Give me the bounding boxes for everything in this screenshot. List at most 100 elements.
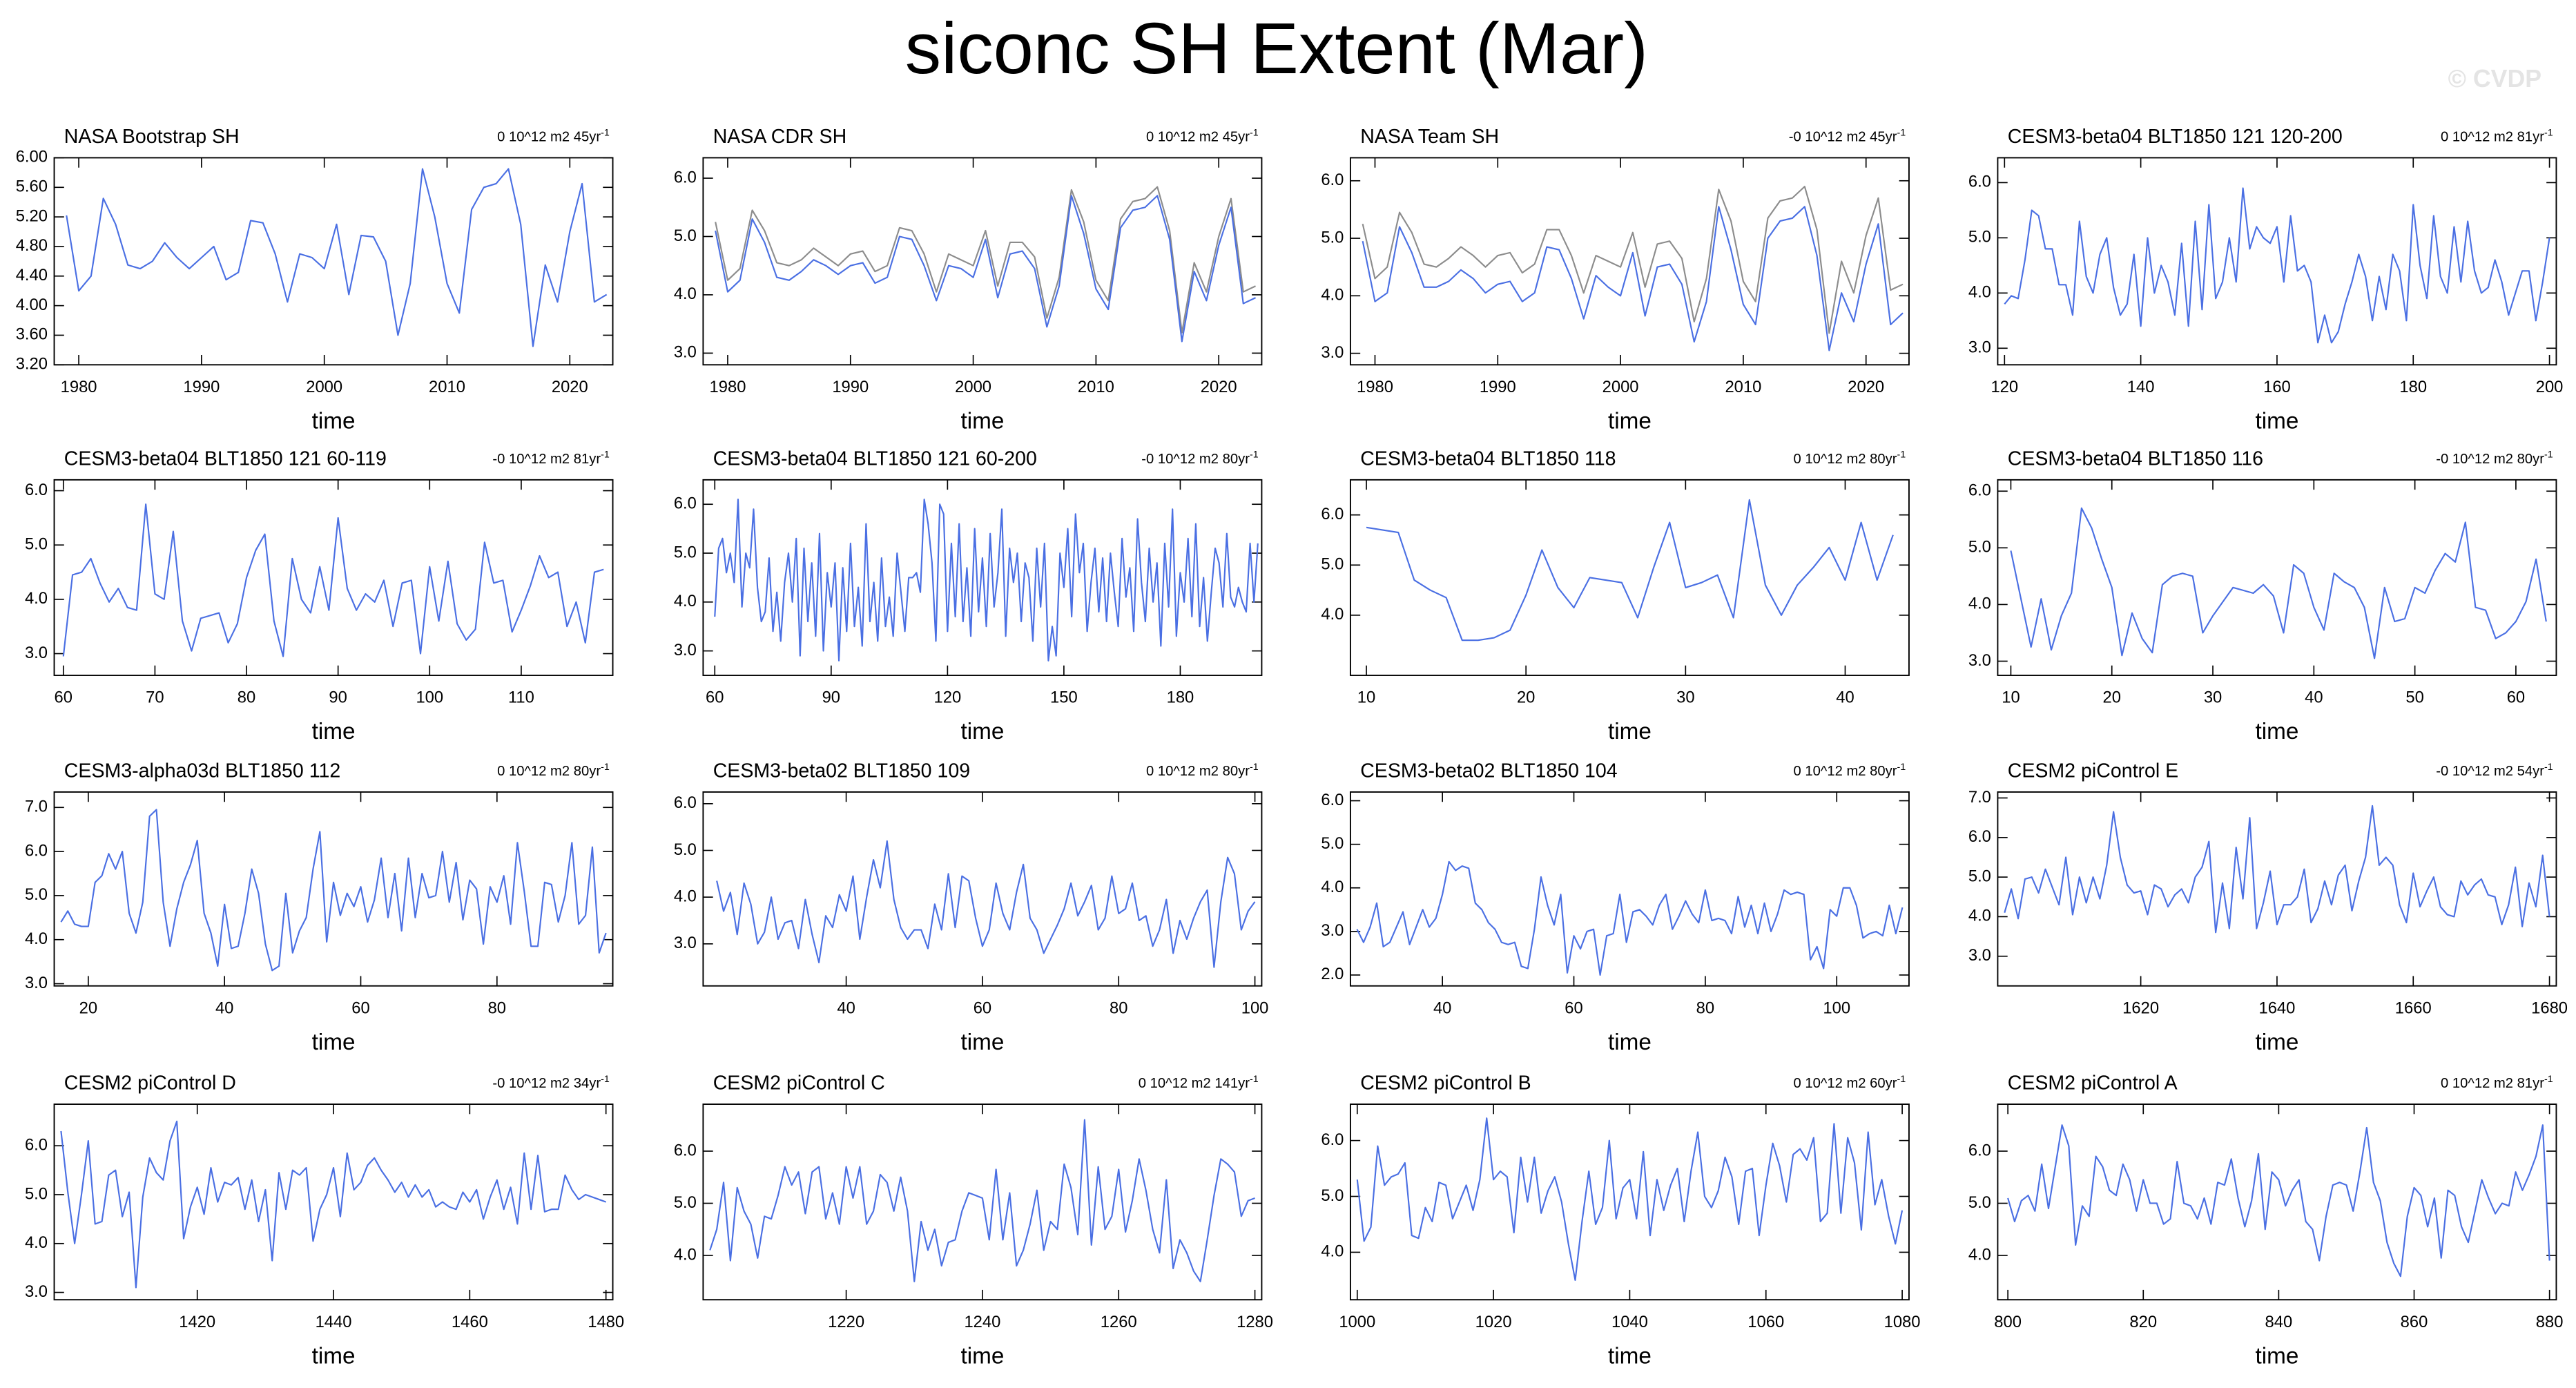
y-tick-label: 4.0 — [1968, 283, 1991, 302]
data-line — [715, 195, 1256, 343]
x-tick-label: 10 — [2002, 688, 2020, 707]
x-tick-label: 50 — [2405, 688, 2423, 707]
panel-subtitle: -0 10^12 m2 34yr-1 — [492, 1074, 609, 1091]
panel: NASA Team SH -0 10^12 m2 45yr-1 3.0 4.0 5.0 6… — [1321, 126, 1910, 434]
x-axis-label: time — [312, 1343, 356, 1369]
x-tick-label: 860 — [2401, 1313, 2428, 1331]
subtitle-text: -0 10^12 m2 80yr — [2436, 452, 2544, 467]
panel-title: CESM2 piControl A — [2008, 1072, 2178, 1095]
x-axis-label: time — [960, 1343, 1004, 1369]
panel-subtitle: -0 10^12 m2 54yr-1 — [2436, 762, 2553, 779]
x-tick-label: 40 — [215, 999, 233, 1017]
y-tick-label: 3.0 — [25, 974, 48, 992]
panel-subtitle: 0 10^12 m2 45yr-1 — [497, 127, 610, 144]
x-tick-label: 120 — [934, 688, 962, 707]
panel-subtitle: 0 10^12 m2 81yr-1 — [2441, 127, 2553, 144]
y-tick-label: 4.0 — [1321, 1242, 1344, 1261]
y-tick-label: 4.0 — [25, 1233, 48, 1252]
panel-subtitle: 0 10^12 m2 45yr-1 — [1146, 127, 1259, 144]
x-tick-label: 2020 — [1848, 378, 1884, 396]
figure-title: siconc SH Extent (Mar) — [905, 8, 1648, 89]
x-axis-label: time — [2255, 1343, 2298, 1369]
x-tick-label: 60 — [55, 688, 72, 707]
x-tick-label: 60 — [351, 999, 369, 1017]
x-tick-label: 1080 — [1884, 1313, 1921, 1331]
x-tick-label: 1990 — [832, 378, 869, 396]
x-tick-label: 80 — [238, 688, 255, 707]
y-tick-label: 5.0 — [25, 535, 48, 554]
x-axis-label: time — [312, 719, 356, 744]
subtitle-text: -0 10^12 m2 54yr — [2436, 764, 2544, 779]
y-tick-label: 4.0 — [674, 1245, 697, 1264]
y-tick-label: 5.0 — [25, 885, 48, 904]
plot-frame — [1997, 479, 2557, 676]
x-tick-label: 1990 — [1480, 378, 1516, 396]
panel-title: CESM2 piControl D — [64, 1072, 236, 1095]
y-tick-label: 5.0 — [1968, 538, 1991, 557]
subtitle-text: -0 10^12 m2 81yr — [492, 452, 601, 467]
data-line — [1356, 1117, 1904, 1281]
subtitle-superscript: -1 — [1897, 762, 1906, 773]
y-tick-label: 4.00 — [16, 296, 48, 314]
y-tick-label: 4.0 — [1968, 595, 1991, 613]
subtitle-text: 0 10^12 m2 45yr — [1146, 130, 1250, 145]
y-tick-label: 4.40 — [16, 266, 48, 285]
x-tick-label: 140 — [2127, 378, 2155, 396]
panel: CESM3-beta04 BLT1850 121 60-119 -0 10^12 … — [25, 447, 614, 744]
panel: CESM3-alpha03d BLT1850 112 0 10^12 m2 80y… — [25, 760, 614, 1055]
data-line — [1362, 186, 1904, 334]
x-tick-label: 2000 — [1602, 378, 1639, 396]
y-tick-label: 6.00 — [16, 148, 48, 166]
x-tick-label: 100 — [416, 688, 443, 707]
data-line — [2004, 187, 2550, 344]
panel-subtitle: 0 10^12 m2 60yr-1 — [1794, 1074, 1906, 1091]
x-tick-label: 60 — [2507, 688, 2525, 707]
plot-frame — [1997, 1103, 2557, 1301]
data-line — [60, 1120, 607, 1289]
x-tick-label: 1620 — [2122, 999, 2159, 1017]
x-tick-label: 110 — [508, 688, 534, 707]
panel-title: CESM3-beta04 BLT1850 118 — [1360, 447, 1616, 470]
x-axis-label: time — [1608, 719, 1652, 744]
data-line — [62, 503, 604, 657]
data-line — [60, 809, 607, 972]
data-line — [1362, 206, 1904, 351]
panel: CESM2 piControl E -0 10^12 m2 54yr-1 3.0 4.… — [1968, 760, 2568, 1055]
y-tick-label: 4.0 — [674, 887, 697, 905]
y-tick-label: 6.0 — [1321, 1130, 1344, 1149]
subtitle-text: -0 10^12 m2 34yr — [492, 1076, 601, 1091]
y-tick-label: 3.0 — [674, 934, 697, 952]
x-tick-label: 1280 — [1237, 1313, 1273, 1331]
x-tick-label: 160 — [2263, 378, 2291, 396]
x-tick-label: 1260 — [1101, 1313, 1137, 1331]
x-tick-label: 1980 — [710, 378, 746, 396]
data-line — [1366, 499, 1894, 642]
x-tick-label: 40 — [1433, 999, 1451, 1017]
plot-frame — [702, 479, 1263, 676]
x-tick-label: 1440 — [316, 1313, 352, 1331]
x-tick-label: 1680 — [2531, 999, 2568, 1017]
x-tick-label: 1420 — [179, 1313, 215, 1331]
data-line — [2010, 507, 2547, 659]
x-tick-label: 60 — [974, 999, 991, 1017]
y-tick-label: 5.0 — [1968, 867, 1991, 885]
y-tick-label: 4.0 — [674, 285, 697, 303]
panel: CESM2 piControl B 0 10^12 m2 60yr-1 4.0 5.0… — [1321, 1072, 1920, 1369]
y-tick-label: 7.0 — [25, 798, 48, 816]
x-tick-label: 80 — [488, 999, 506, 1017]
panel: CESM3-beta04 BLT1850 121 60-200 -0 10^12 … — [674, 447, 1263, 744]
panel-title: CESM2 piControl B — [1360, 1072, 1531, 1095]
panel-title: CESM2 piControl C — [713, 1072, 885, 1095]
y-tick-label: 6.0 — [1968, 827, 1991, 846]
y-tick-label: 6.0 — [25, 841, 48, 860]
x-tick-label: 880 — [2536, 1313, 2564, 1331]
x-tick-label: 40 — [1836, 688, 1854, 707]
x-axis-label: time — [312, 408, 356, 434]
subtitle-superscript: -1 — [1250, 450, 1259, 461]
x-tick-label: 10 — [1357, 688, 1375, 707]
y-tick-label: 3.0 — [25, 1282, 48, 1301]
subtitle-superscript: -1 — [1897, 127, 1906, 138]
y-tick-label: 5.0 — [1321, 834, 1344, 853]
panel-subtitle: -0 10^12 m2 80yr-1 — [2436, 450, 2553, 467]
y-tick-label: 4.0 — [25, 589, 48, 608]
